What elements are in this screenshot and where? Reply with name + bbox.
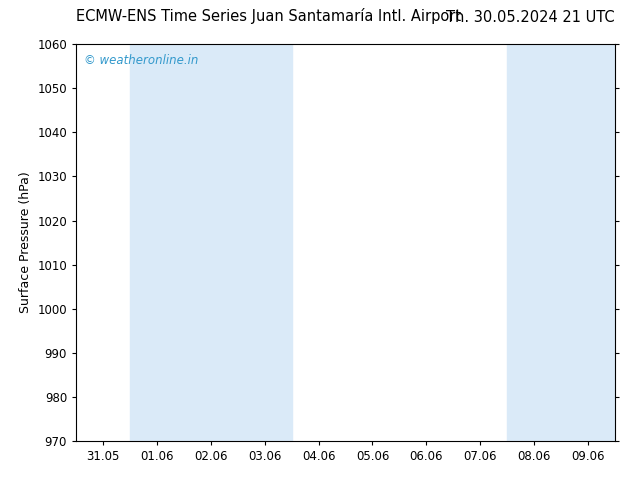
Text: © weatheronline.in: © weatheronline.in — [84, 54, 198, 67]
Y-axis label: Surface Pressure (hPa): Surface Pressure (hPa) — [19, 172, 32, 314]
Bar — [507, 44, 615, 441]
Text: ECMW-ENS Time Series Juan Santamaría Intl. Airport: ECMW-ENS Time Series Juan Santamaría Int… — [76, 8, 461, 24]
Bar — [130, 44, 292, 441]
Text: Th. 30.05.2024 21 UTC: Th. 30.05.2024 21 UTC — [446, 9, 615, 24]
